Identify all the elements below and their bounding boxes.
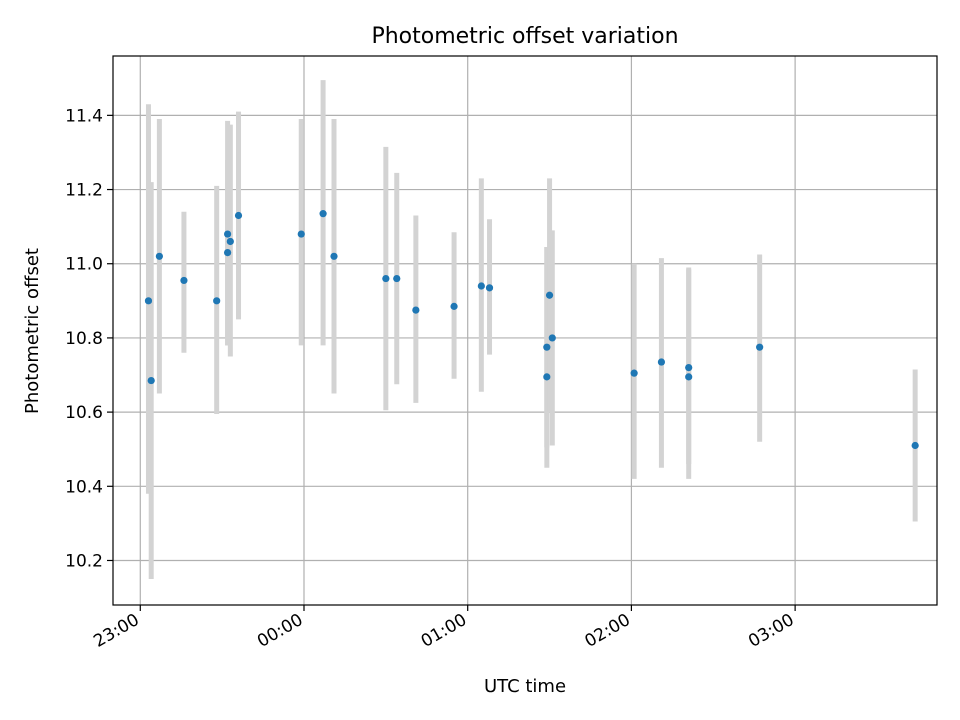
chart-title: Photometric offset variation [371,24,678,49]
x-axis-ticks: 23:00 00:00 01:00 02:00 03:00 [90,605,798,652]
y-axis-label: Photometric offset [22,248,43,414]
data-point [543,343,551,351]
y-tick-label: 10.8 [65,329,103,349]
data-point [911,441,919,450]
x-axis-label: UTC time [484,676,566,697]
data-point [630,369,638,377]
y-tick-label: 10.6 [65,403,103,423]
y-tick-label: 11.2 [65,181,103,201]
data-point [756,343,764,351]
data-point [685,373,693,381]
data-point [319,210,327,218]
x-tick-label: 01:00 [418,610,470,652]
data-point [213,297,221,305]
grid-lines [113,56,937,605]
data-point [545,291,554,299]
data-point [155,252,163,260]
data-point [393,274,401,283]
y-tick-label: 11.4 [65,106,103,126]
y-tick-label: 11.0 [65,255,103,275]
y-tick-label: 10.4 [65,477,103,497]
x-tick-label: 00:00 [254,610,306,652]
data-point [330,252,338,260]
error-bars [145,80,918,580]
data-point [234,211,243,220]
y-tick-label: 10.2 [65,551,103,571]
data-point [223,230,232,238]
y-axis-ticks: 10.2 10.4 10.6 10.8 11.0 11.2 11.4 [65,106,113,571]
x-tick-label: 23:00 [90,610,142,652]
data-point [412,306,420,314]
data-point [485,284,494,292]
data-point [543,373,551,381]
data-point [477,282,485,290]
x-tick-label: 02:00 [581,610,633,652]
data-point [180,276,188,285]
data-point [657,358,666,366]
data-point [226,237,234,246]
data-point [223,249,232,257]
data-point [450,302,458,310]
data-point [144,297,153,305]
data-point [382,274,390,283]
x-tick-label: 03:00 [745,610,797,652]
data-points [144,210,919,450]
data-point [548,334,556,342]
data-point [685,363,693,372]
data-point [147,376,155,385]
data-point [297,230,305,238]
plot-frame [112,55,938,606]
